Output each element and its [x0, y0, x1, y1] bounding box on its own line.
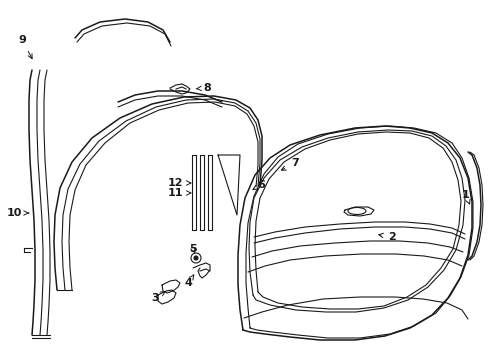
Text: 12: 12	[167, 178, 190, 188]
Text: 4: 4	[183, 275, 193, 288]
Text: 6: 6	[252, 180, 264, 190]
Text: 9: 9	[18, 35, 32, 59]
Text: 5: 5	[189, 244, 196, 254]
Circle shape	[194, 256, 198, 260]
Text: 1: 1	[461, 190, 469, 204]
Text: 2: 2	[378, 232, 395, 242]
Text: 3: 3	[151, 292, 165, 303]
Text: 7: 7	[281, 158, 298, 170]
Text: 10: 10	[6, 208, 29, 218]
Text: 8: 8	[196, 83, 210, 93]
Text: 11: 11	[167, 188, 190, 198]
